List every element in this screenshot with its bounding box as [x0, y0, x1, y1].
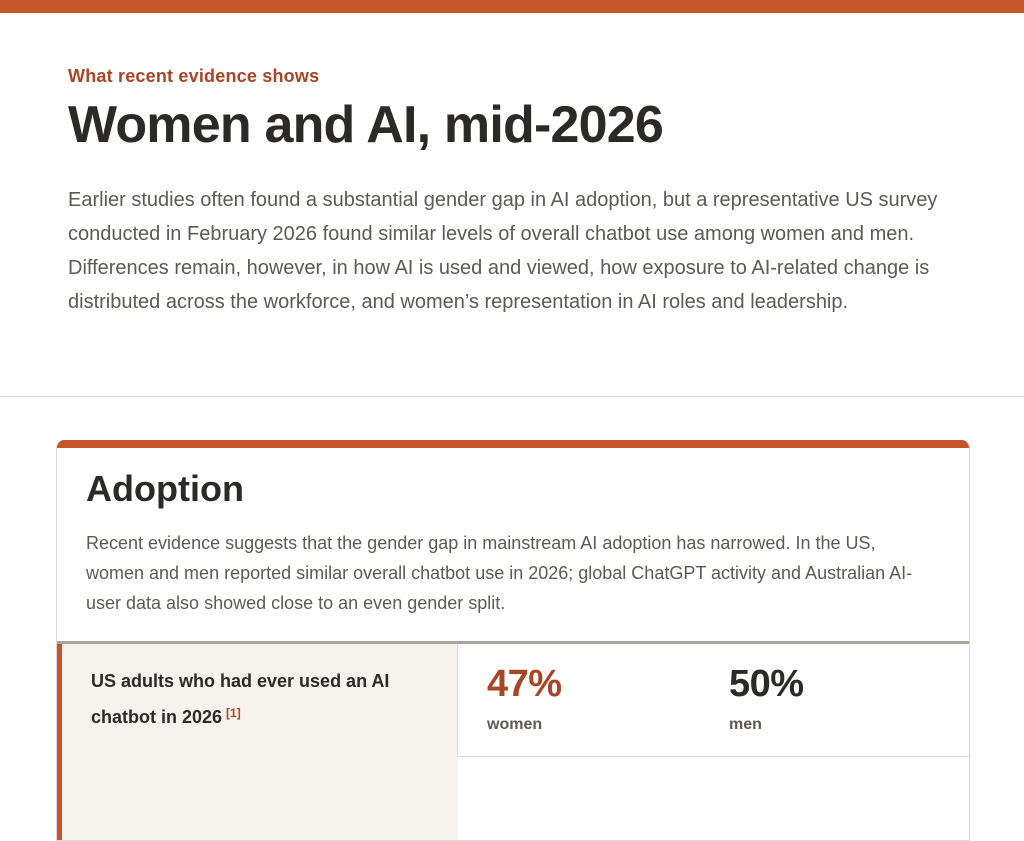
page-header: What recent evidence shows Women and AI,…	[68, 66, 968, 319]
reference-link[interactable]: [1]	[226, 706, 241, 720]
adoption-description: Recent evidence suggests that the gender…	[86, 533, 913, 613]
section-divider	[0, 396, 1024, 397]
page-title: Women and AI, mid-2026	[68, 96, 664, 154]
adoption-card: Adoption Recent evidence suggests that t…	[56, 440, 970, 841]
card-separator	[57, 641, 969, 644]
women-stat-value: 47%	[487, 663, 562, 705]
women-stat-label: women	[487, 716, 543, 733]
women-stat: 47% women	[487, 662, 562, 734]
men-stat: 50% men	[729, 662, 804, 734]
men-stat-label: men	[729, 716, 762, 733]
card-accent-bar	[57, 440, 969, 448]
men-stat-value: 50%	[729, 663, 804, 705]
stat-row: US adults who had ever used an AI chatbo…	[57, 644, 969, 757]
stat-row-label: US adults who had ever used an AI chatbo…	[91, 665, 441, 733]
stat-row-label-text: US adults who had ever used an AI chatbo…	[91, 671, 390, 727]
next-stat-row-partial	[57, 756, 458, 840]
adoption-title: Adoption	[86, 468, 244, 509]
top-accent-bar	[0, 0, 1024, 13]
eyebrow-label: What recent evidence shows	[68, 66, 320, 86]
intro-paragraph: Earlier studies often found a substantia…	[68, 189, 938, 313]
stat-row-label-cell: US adults who had ever used an AI chatbo…	[57, 644, 458, 756]
